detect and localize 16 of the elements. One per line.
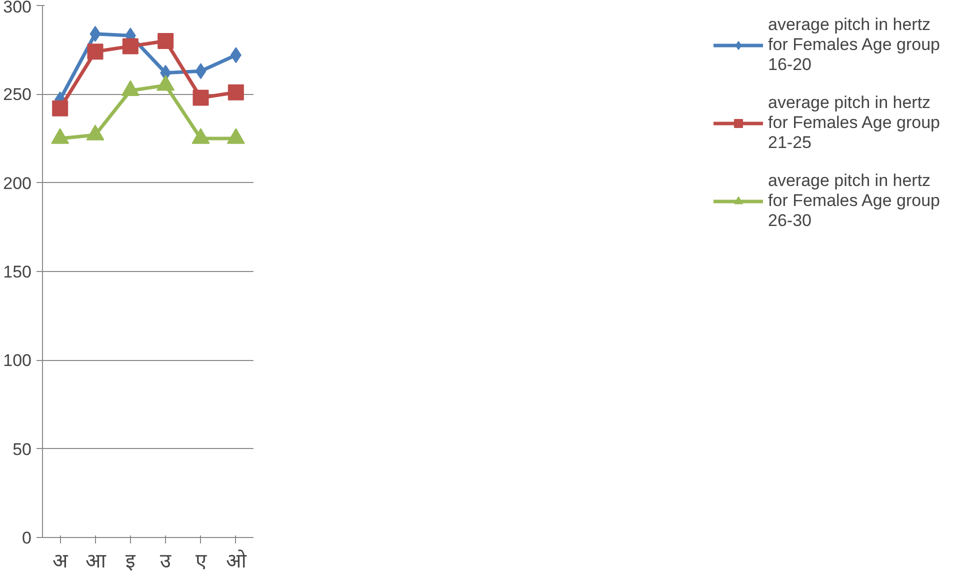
y-tick-label: 100 bbox=[3, 351, 32, 370]
x-tick-label: इ bbox=[125, 548, 136, 572]
x-tick-label: अ bbox=[52, 548, 69, 572]
legend-label: average pitch in hertz for Females Age group 26-30 bbox=[768, 171, 940, 231]
y-tick-label: 250 bbox=[3, 85, 32, 104]
y-tick-label: 0 bbox=[22, 528, 32, 548]
legend-label: average pitch in hertz for Females Age group 16-20 bbox=[768, 15, 940, 75]
x-tick-label: ओ bbox=[226, 548, 247, 572]
x-tick-label: ए bbox=[195, 548, 208, 572]
y-tick-label: 300 bbox=[3, 0, 32, 16]
y-tick-label: 50 bbox=[12, 440, 32, 459]
x-tick-label: आ bbox=[85, 548, 106, 572]
y-tick-label: 150 bbox=[3, 262, 32, 282]
y-tick-label: 200 bbox=[3, 174, 32, 193]
legend-label: average pitch in hertz for Females Age group 21-25 bbox=[768, 93, 940, 153]
x-tick-label: उ bbox=[160, 548, 172, 572]
